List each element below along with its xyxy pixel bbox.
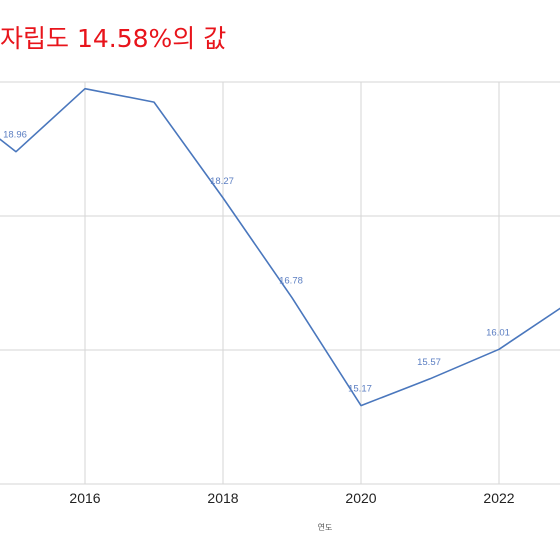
x-tick-label: 2020 <box>345 490 376 506</box>
data-label: 16.78 <box>279 276 303 287</box>
x-axis: 2016 2018 2020 2022 연도 <box>69 490 514 532</box>
data-label: 18.27 <box>210 176 234 187</box>
grid-layer <box>0 81 560 485</box>
data-label: 18.96 <box>3 130 27 141</box>
x-axis-title: 연도 <box>318 523 333 532</box>
x-tick-label: 2018 <box>207 490 238 506</box>
chart-title: 자립도 14.58%의 값 <box>0 24 227 53</box>
data-label: 16.01 <box>486 327 510 338</box>
data-label: 15.57 <box>417 357 441 368</box>
x-tick-label: 2016 <box>69 490 100 506</box>
series-layer <box>0 87 560 407</box>
data-label: 15.17 <box>348 384 372 395</box>
series-line <box>0 87 560 407</box>
x-tick-label: 2022 <box>483 490 514 506</box>
